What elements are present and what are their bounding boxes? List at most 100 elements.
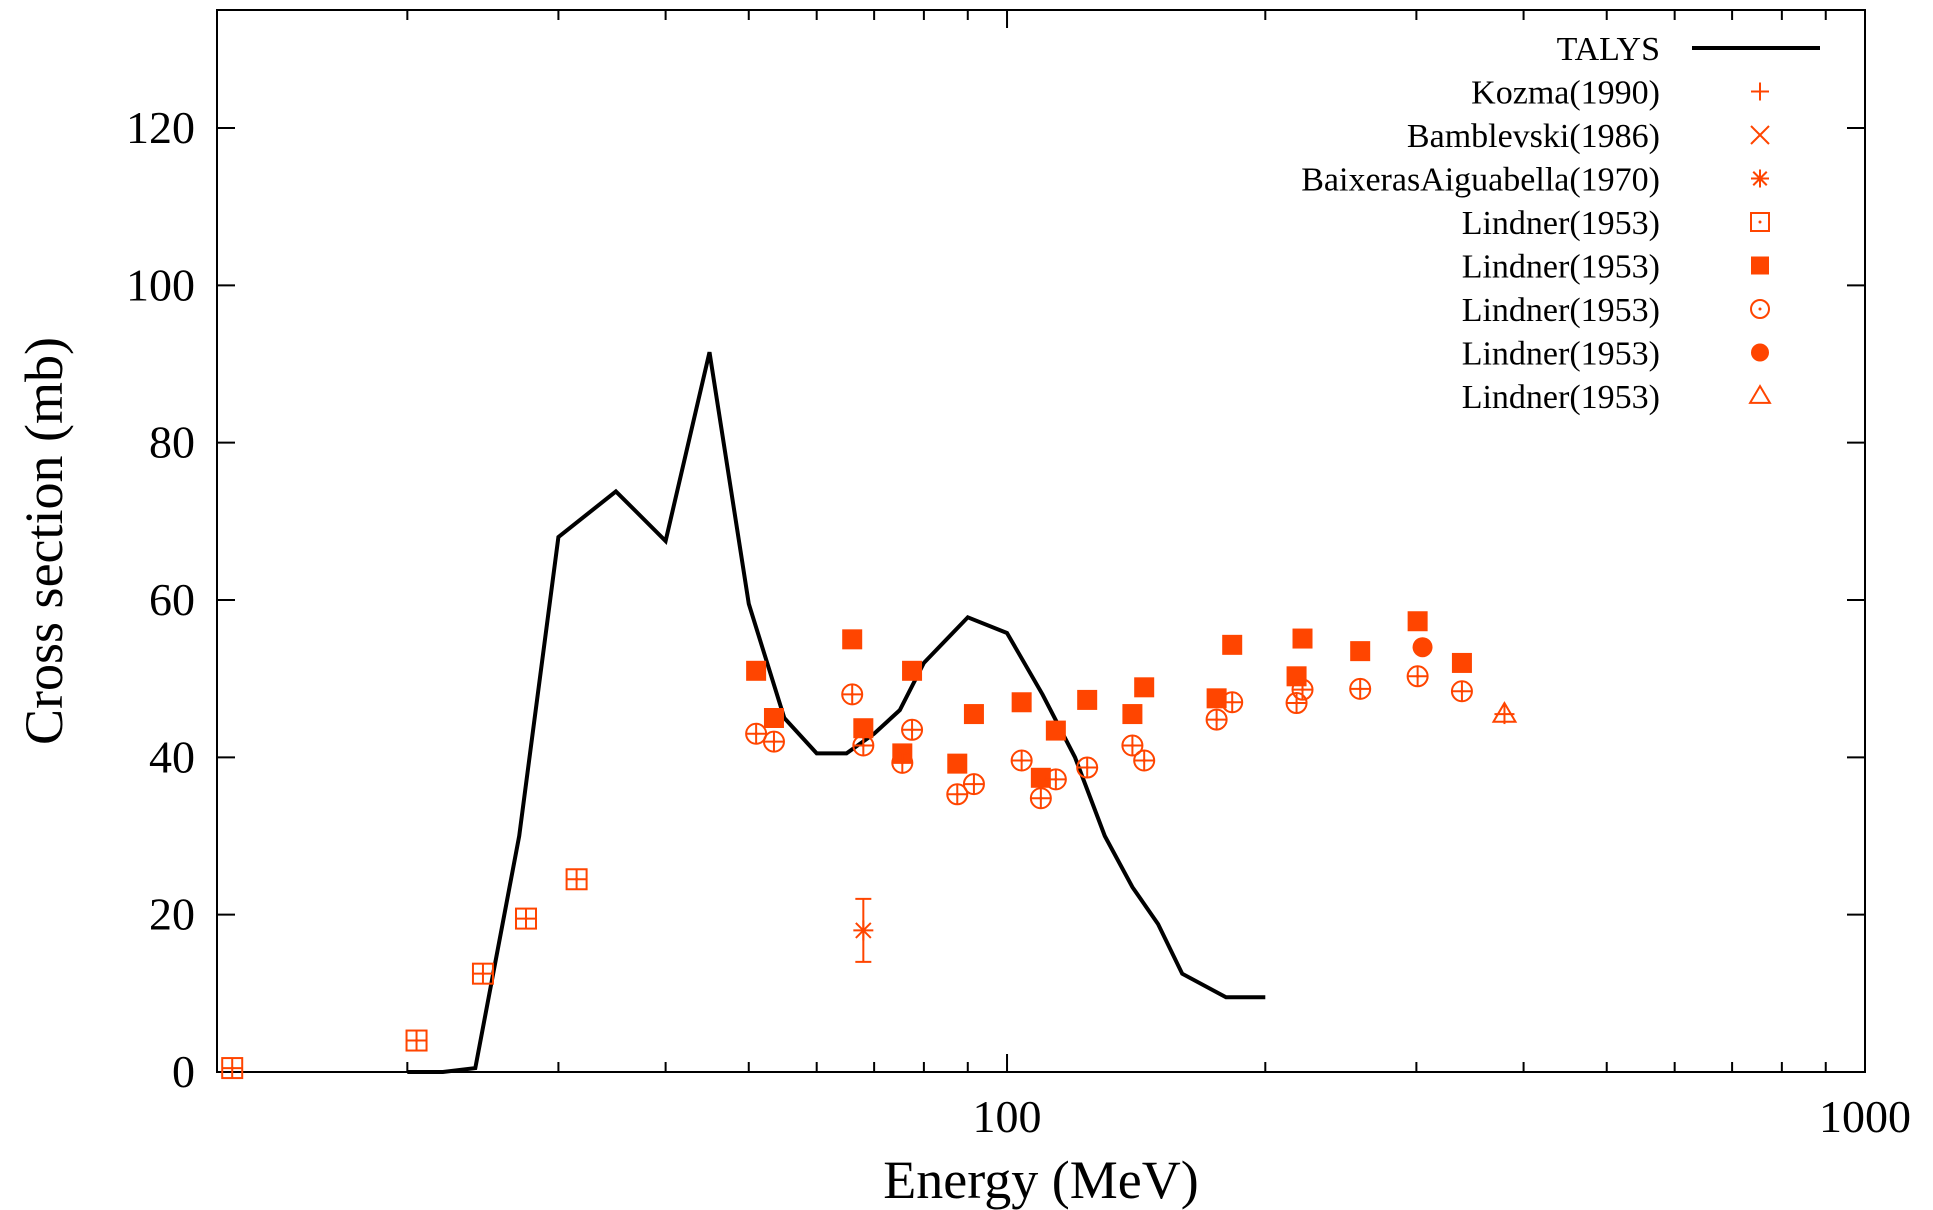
marker-filled-square xyxy=(947,753,968,774)
marker-plus xyxy=(1494,704,1515,725)
marker-square xyxy=(1045,720,1066,741)
marker-circle xyxy=(1751,343,1769,362)
talys-curve xyxy=(407,351,1266,1074)
marker-plus xyxy=(853,735,874,756)
marker-filled-circle xyxy=(1412,637,1433,658)
marker-plus xyxy=(406,1030,427,1051)
marker-square xyxy=(947,753,968,774)
marker-open-square xyxy=(1750,212,1770,232)
marker-cross xyxy=(1750,125,1770,145)
marker-filled-square xyxy=(1350,641,1371,662)
marker-plus xyxy=(1286,693,1307,714)
marker-ast-d2 xyxy=(1752,171,1768,186)
marker-plus xyxy=(222,1058,243,1079)
marker-plus xyxy=(1222,692,1243,713)
marker-ast-d2 xyxy=(855,922,872,939)
y-axis-label: Cross section (mb) xyxy=(14,337,74,745)
y-tick-label: 20 xyxy=(149,889,195,940)
marker-filled-square xyxy=(1122,704,1143,725)
marker-dot xyxy=(1758,220,1762,224)
marker-filled-square xyxy=(1407,611,1428,632)
marker-plus xyxy=(1077,757,1098,778)
marker-plus xyxy=(963,774,984,795)
marker-square xyxy=(1286,666,1307,687)
marker-asterisk xyxy=(853,920,874,941)
plot-frame xyxy=(216,9,1866,1073)
y-tick-label: 60 xyxy=(149,574,195,625)
marker-plus xyxy=(1011,750,1032,771)
marker-triangle xyxy=(1748,384,1772,404)
marker-square xyxy=(1451,652,1472,673)
legend-label: BaixerasAiguabella(1970) xyxy=(1301,162,1660,199)
marker-plus xyxy=(902,719,923,740)
marker-filled-circle xyxy=(1751,343,1769,362)
marker-square xyxy=(1134,677,1155,698)
marker-plus xyxy=(472,963,493,984)
legend-label: Lindner(1953) xyxy=(1462,205,1660,242)
x-axis-label: Energy (MeV) xyxy=(883,1150,1198,1210)
marker-filled-square xyxy=(1286,666,1307,687)
marker-square xyxy=(1222,634,1243,655)
marker-circle xyxy=(1750,299,1770,319)
legend-label: Lindner(1953) xyxy=(1462,249,1660,286)
marker-plus xyxy=(1407,666,1428,687)
marker-filled-square xyxy=(842,629,863,650)
y-tick-label: 0 xyxy=(172,1046,195,1097)
marker-square xyxy=(1751,256,1769,275)
marker-square xyxy=(1077,689,1098,710)
marker-plus xyxy=(515,908,536,929)
x-tick-label: 100 xyxy=(973,1091,1042,1142)
legend-label: Bamblevski(1986) xyxy=(1407,118,1660,155)
marker-filled-square xyxy=(902,660,923,681)
marker-filled-square xyxy=(1292,628,1313,649)
y-tick-label: 100 xyxy=(126,259,195,310)
y-tick-label: 40 xyxy=(149,731,195,782)
y-tick-label: 80 xyxy=(149,417,195,468)
marker-plus xyxy=(1451,681,1472,702)
marker-plus xyxy=(566,869,587,890)
marker-square xyxy=(763,708,784,728)
x-tick-label: 1000 xyxy=(1819,1091,1911,1142)
marker-square xyxy=(1122,704,1143,725)
legend: TALYS Kozma(1990) Bamblevski(1986) Baixeras… xyxy=(1301,31,1820,416)
marker-asterisk xyxy=(1751,169,1769,188)
marker-square xyxy=(902,660,923,681)
talys-series xyxy=(407,351,1266,1074)
legend-label: TALYS xyxy=(1557,31,1660,68)
marker-square xyxy=(963,704,984,725)
marker-cross-b xyxy=(1750,125,1770,145)
marker-plus xyxy=(947,784,968,805)
marker-filled-square xyxy=(1134,677,1155,698)
marker-filled-square xyxy=(1222,634,1243,655)
marker-plus xyxy=(1206,709,1227,730)
marker-filled-square xyxy=(963,704,984,725)
marker-square xyxy=(853,718,874,739)
marker-plus xyxy=(1030,788,1051,809)
legend-label: Lindner(1953) xyxy=(1462,292,1660,329)
marker-filled-square xyxy=(1077,689,1098,710)
marker-dot xyxy=(1758,307,1762,311)
marker-circle xyxy=(1412,637,1433,658)
marker-plus xyxy=(1134,750,1155,771)
marker-square xyxy=(746,660,767,681)
tick-labels: 0 20 40 60 80 100 120 100 1000 xyxy=(126,102,1911,1142)
marker-square xyxy=(842,629,863,650)
marker-plus xyxy=(892,752,913,773)
marker-filled-square xyxy=(1451,652,1472,673)
marker-plus xyxy=(842,684,863,705)
marker-open-triangle xyxy=(1748,384,1772,404)
marker-square xyxy=(1350,641,1371,662)
marker-square xyxy=(1407,611,1428,632)
marker-filled-square xyxy=(746,660,767,681)
marker-plus xyxy=(763,731,784,752)
marker-filled-square xyxy=(1751,256,1769,275)
marker-plus xyxy=(1350,678,1371,699)
legend-label: Kozma(1990) xyxy=(1471,75,1660,112)
marker-square xyxy=(1750,212,1770,232)
legend-label: Lindner(1953) xyxy=(1462,336,1660,373)
marker-plus xyxy=(746,723,767,744)
experimental-markers xyxy=(221,611,1518,1080)
axis-ticks xyxy=(217,10,1866,1073)
